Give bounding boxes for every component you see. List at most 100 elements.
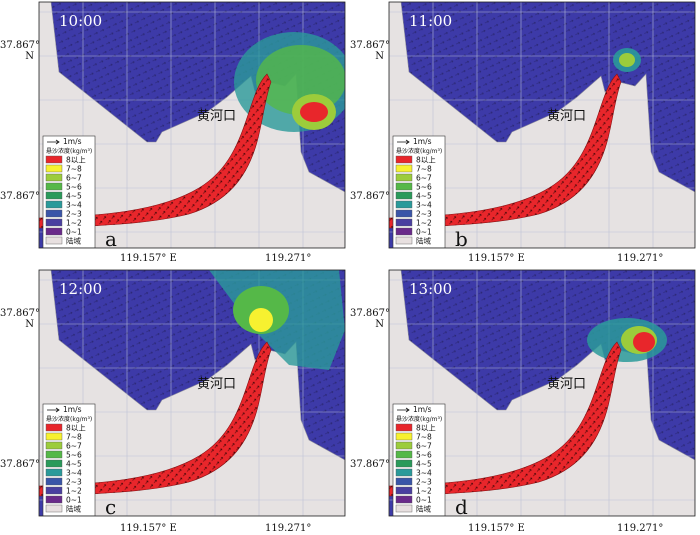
legend-item-label: 陆域 <box>66 504 81 514</box>
lat-label-top-c: 37.867° N <box>0 308 40 330</box>
legend-item-label: 4~5 <box>66 460 82 469</box>
legend-item-label: 1~2 <box>66 487 82 496</box>
legend-item-label: 陆域 <box>416 236 431 246</box>
legend-swatch <box>45 209 63 218</box>
legend-swatch <box>395 459 413 468</box>
river-vectors <box>39 74 271 228</box>
legend-item-label: 陆域 <box>66 236 81 246</box>
legend-swatch <box>395 468 413 477</box>
legend-item-label: 5~6 <box>416 183 432 192</box>
legend-swatch <box>45 155 63 164</box>
legend-item-label: 3~4 <box>416 469 432 478</box>
panel-time: 13:00 <box>409 280 452 298</box>
legend-title: 悬沙浓度(kg/m³) <box>46 147 92 155</box>
legend-item-label: 2~3 <box>416 210 432 219</box>
legend-item-label: 7~8 <box>66 433 82 442</box>
plume-core <box>249 308 273 332</box>
plume-core <box>619 53 635 67</box>
legend-item-label: 8以上 <box>416 424 436 433</box>
legend-item-label: 7~8 <box>66 165 82 174</box>
legend-swatch <box>395 155 413 164</box>
plume-core <box>633 332 655 352</box>
legend-item-label: 6~7 <box>416 174 432 183</box>
lat-label-bottom-b: 37.867° <box>350 191 390 202</box>
legend-swatch <box>395 450 413 459</box>
map-panel-a: 10:00 黄河口 a 1m/s悬沙浓度(kg/m³)8以上7~86~75~64~53… <box>38 1 346 249</box>
legend-swatch <box>45 495 63 504</box>
lon-label-west-a: 119.157° E <box>120 253 177 264</box>
legend-item-label: 2~3 <box>66 210 82 219</box>
legend-item-label: 4~5 <box>416 460 432 469</box>
legend-swatch <box>45 432 63 441</box>
legend-swatch <box>395 477 413 486</box>
river-vectors <box>389 342 621 496</box>
legend-item-label: 6~7 <box>66 174 82 183</box>
legend-swatch <box>395 227 413 236</box>
legend-item-label: 5~6 <box>416 451 432 460</box>
legend-arrow-icon <box>397 407 410 413</box>
legend-swatch <box>45 477 63 486</box>
legend-arrow-label: 1m/s <box>413 137 432 146</box>
legend-item-label: 2~3 <box>66 478 82 487</box>
legend-swatch <box>395 164 413 173</box>
legend-swatch <box>395 191 413 200</box>
legend-swatch <box>45 173 63 182</box>
lat-label-bottom-c: 37.867° <box>0 459 40 470</box>
lat-label-bottom-d: 37.867° <box>350 459 390 470</box>
legend-item-label: 5~6 <box>66 451 82 460</box>
panel-time: 12:00 <box>59 280 102 298</box>
legend-swatch <box>395 173 413 182</box>
legend-item-label: 8以上 <box>66 424 86 433</box>
lon-label-west-c: 119.157° E <box>120 523 177 534</box>
legend-swatch <box>395 209 413 218</box>
plume-core <box>300 102 328 122</box>
lon-label-west-d: 119.157° E <box>468 523 525 534</box>
legend-item-label: 7~8 <box>416 433 432 442</box>
panel-letter: c <box>105 495 116 519</box>
panel-time: 10:00 <box>59 12 102 30</box>
legend: 1m/s悬沙浓度(kg/m³)8以上7~86~75~64~53~42~31~20… <box>42 403 96 516</box>
map-panel-c: 12:00 黄河口 c 1m/s悬沙浓度(kg/m³)8以上7~86~75~64~53… <box>38 269 346 519</box>
legend-arrow-icon <box>397 139 410 145</box>
legend: 1m/s悬沙浓度(kg/m³)8以上7~86~75~64~53~42~31~20… <box>42 135 96 248</box>
lon-label-east-d: 119.271° <box>617 523 664 534</box>
legend-swatch <box>395 182 413 191</box>
legend-title: 悬沙浓度(kg/m³) <box>396 415 442 423</box>
lon-label-east-a: 119.271° <box>265 253 312 264</box>
legend-swatch <box>45 459 63 468</box>
legend-swatch <box>45 486 63 495</box>
legend-item-label: 陆域 <box>416 504 431 514</box>
legend-swatch <box>395 486 413 495</box>
legend-item-label: 2~3 <box>416 478 432 487</box>
legend-item-label: 0~1 <box>66 228 82 237</box>
lon-label-east-b: 119.271° <box>617 253 664 264</box>
lat-label-top-d: 37.867° N <box>350 308 390 330</box>
lat-label-bottom-a: 37.867° <box>0 191 40 202</box>
river-mouth-label: 黄河口 <box>547 377 586 392</box>
panel-frame <box>38 1 346 249</box>
legend-item-label: 4~5 <box>416 192 432 201</box>
lon-label-west-b: 119.157° E <box>468 253 525 264</box>
legend-swatch <box>45 182 63 191</box>
legend-swatch <box>395 432 413 441</box>
panel-letter: d <box>455 495 468 519</box>
panel-frame <box>38 269 346 517</box>
legend-swatch <box>395 504 413 513</box>
legend-item-label: 0~1 <box>66 496 82 505</box>
legend-item-label: 1~2 <box>416 219 432 228</box>
legend-swatch <box>45 200 63 209</box>
legend-swatch <box>45 227 63 236</box>
legend-swatch <box>395 200 413 209</box>
map-panel-d: 13:00 黄河口 d 1m/s悬沙浓度(kg/m³)8以上7~86~75~64~53… <box>388 269 696 519</box>
legend-item-label: 4~5 <box>66 192 82 201</box>
lat-label-top-a: 37.867° N <box>0 40 40 62</box>
legend-swatch <box>45 218 63 227</box>
legend-arrow-icon <box>47 139 60 145</box>
river-mouth-label: 黄河口 <box>197 377 236 392</box>
panel-letter: b <box>455 227 468 251</box>
legend-arrow-label: 1m/s <box>413 405 432 414</box>
legend-swatch <box>395 236 413 245</box>
legend: 1m/s悬沙浓度(kg/m³)8以上7~86~75~64~53~42~31~20… <box>392 403 446 516</box>
legend-swatch <box>45 191 63 200</box>
legend-swatch <box>45 164 63 173</box>
